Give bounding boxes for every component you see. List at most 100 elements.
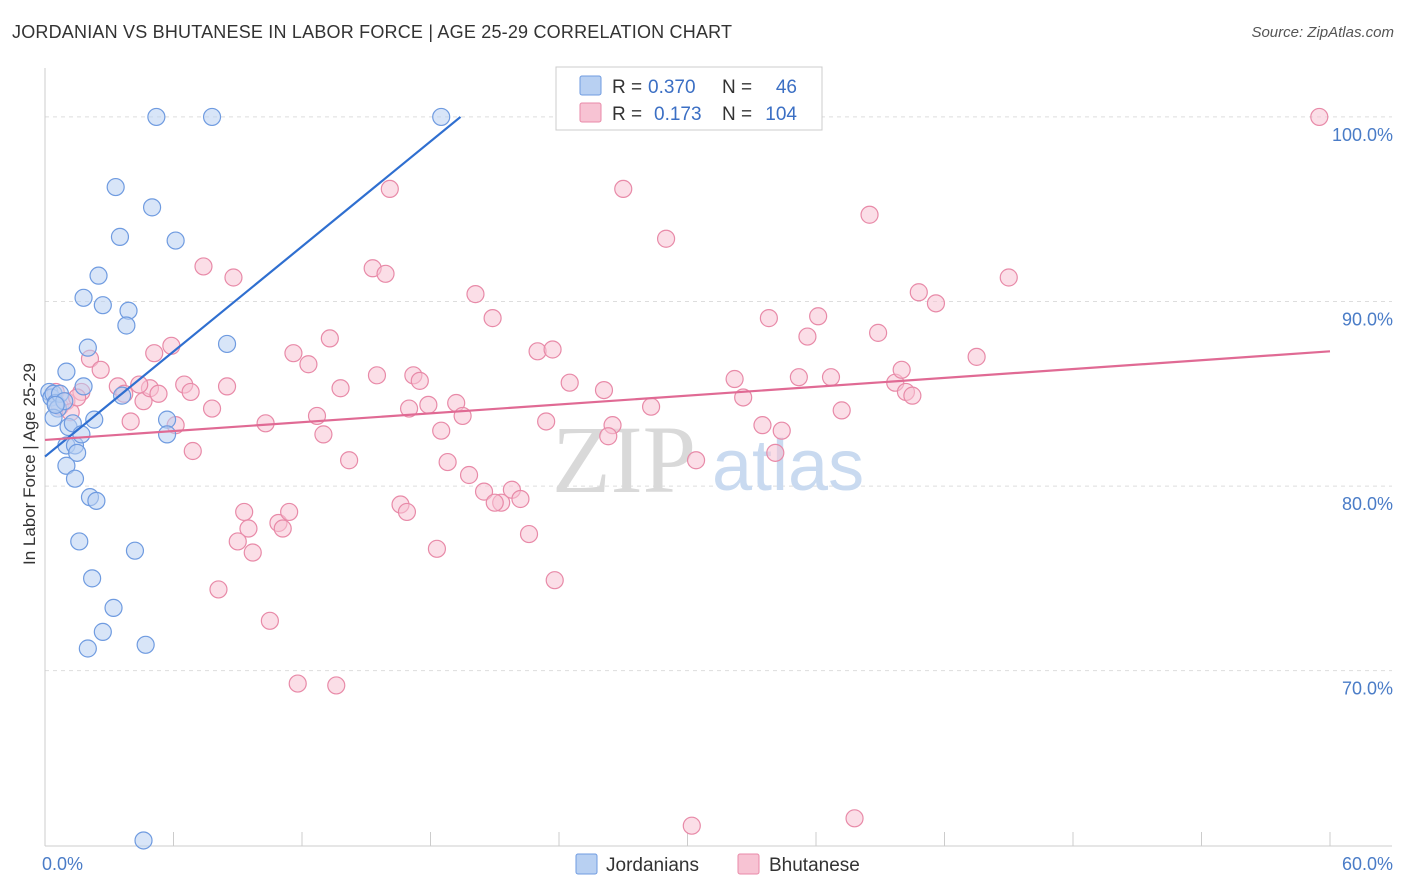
bhutanese-point	[641, 397, 661, 416]
y-tick-label: 100.0%	[1332, 125, 1393, 145]
y-axis-label: In Labor Force | Age 25-29	[20, 363, 39, 565]
jordanian-point	[136, 635, 155, 654]
bhutanese-point	[130, 375, 149, 394]
legend-n-label-blue: N =	[722, 77, 752, 98]
jordanian-point	[65, 469, 85, 488]
bhutanese-point	[466, 285, 485, 304]
jordanian-point	[78, 639, 97, 658]
bhutanese-point	[380, 179, 399, 199]
bhutanese-point	[759, 309, 778, 328]
legend-r-value-blue: 0.370	[648, 77, 696, 98]
bhutanese-point	[860, 205, 879, 224]
bhutanese-point	[903, 386, 922, 405]
chart-title: JORDANIAN VS BHUTANESE IN LABOR FORCE | …	[12, 22, 733, 42]
chart-source: Source: ZipAtlas.com	[1251, 24, 1394, 41]
bhutanese-point	[809, 307, 828, 326]
bhutanese-point	[399, 399, 419, 418]
bhutanese-point	[432, 421, 451, 440]
bhutanese-point	[145, 344, 164, 363]
bhutanese-point	[1310, 107, 1329, 127]
bhutanese-point	[869, 323, 888, 342]
bottom-legend-swatch-bhutanese	[737, 853, 760, 875]
bhutanese-point	[121, 412, 140, 431]
bhutanese-point	[299, 355, 318, 374]
bhutanese-point	[656, 229, 676, 248]
bhutanese-point	[537, 412, 556, 431]
bhutanese-point	[519, 524, 539, 544]
bhutanese-point	[485, 493, 504, 512]
bhutanese-point	[560, 373, 579, 392]
x-tick-label: 0.0%	[42, 854, 83, 874]
watermark-zip: ZIP	[552, 406, 696, 513]
bhutanese-point	[202, 399, 222, 418]
bhutanese-point	[340, 451, 359, 470]
bhutanese-point	[331, 379, 350, 398]
points-layer	[40, 107, 1329, 850]
bhutanese-point	[273, 519, 292, 538]
bhutanese-point	[217, 377, 237, 396]
bhutanese-point	[909, 283, 928, 302]
bhutanese-point	[845, 809, 864, 828]
legend-n-value-blue: 46	[776, 77, 797, 98]
jordanian-point	[166, 231, 185, 250]
trend-layer	[44, 116, 1331, 458]
bottom-legend-swatch-jordanians	[575, 853, 598, 875]
y-tick-label: 90.0%	[1342, 309, 1393, 329]
legend-swatch-blue	[579, 75, 602, 96]
bhutanese-point	[183, 441, 202, 461]
legend-swatch-pink	[579, 102, 602, 123]
bhutanese-point	[228, 532, 247, 551]
jordanian-point	[57, 456, 76, 475]
bottom-legend: Jordanians Bhutanese	[575, 853, 860, 876]
jordanian-point	[83, 569, 102, 588]
jordanian-point	[74, 377, 93, 396]
jordanian-point	[78, 338, 97, 357]
x-tick-label: 60.0%	[1342, 854, 1393, 874]
bhutanese-point	[528, 342, 547, 361]
bottom-legend-label-bhutanese: Bhutanese	[769, 855, 860, 876]
bhutanese-point	[162, 336, 181, 355]
bhutanese-point	[224, 268, 243, 287]
jordanian-point	[432, 107, 451, 127]
bhutanese-point	[410, 371, 429, 390]
bhutanese-point	[149, 384, 168, 403]
jordanian-point	[87, 491, 106, 510]
bhutanese-point	[367, 366, 387, 385]
bhutanese-point	[892, 360, 911, 379]
bhutanese-point	[397, 502, 417, 522]
legend-r-value-pink: 0.173	[654, 104, 702, 125]
jordanian-point	[85, 410, 104, 429]
bhutanese-trendline	[44, 350, 1331, 442]
bhutanese-point	[599, 427, 618, 446]
jordanian-point	[117, 316, 136, 335]
jordanian-point	[157, 425, 177, 444]
axes-layer	[44, 68, 1392, 847]
watermark-atlas: atlas	[712, 426, 864, 506]
bhutanese-point	[725, 369, 744, 389]
bhutanese-point	[91, 360, 110, 379]
bhutanese-point	[280, 502, 299, 522]
bhutanese-point	[243, 543, 262, 562]
jordanian-point	[74, 288, 93, 307]
jordanian-point	[106, 177, 125, 197]
bhutanese-point	[327, 676, 346, 695]
bhutanese-point	[682, 816, 701, 835]
jordanian-trendline	[44, 116, 462, 458]
bhutanese-point	[284, 344, 303, 363]
bhutanese-point	[239, 519, 258, 538]
bhutanese-point	[314, 425, 333, 444]
jordanian-point	[89, 266, 108, 285]
legend: R = 0.370 N = 46 R = 0.173 N = 104	[555, 66, 823, 131]
jordanian-point	[134, 831, 153, 850]
jordanian-point	[147, 107, 166, 127]
tick-labels: 100.0% 90.0% 80.0% 70.0% 0.0% 60.0%	[42, 125, 1393, 874]
bhutanese-point	[483, 309, 502, 328]
jordanian-point	[46, 395, 65, 414]
bhutanese-point	[545, 571, 564, 590]
bhutanese-point	[789, 368, 808, 387]
bhutanese-point	[181, 382, 200, 402]
bhutanese-point	[543, 340, 562, 359]
jordanian-point	[93, 622, 112, 641]
bhutanese-point	[427, 539, 447, 558]
